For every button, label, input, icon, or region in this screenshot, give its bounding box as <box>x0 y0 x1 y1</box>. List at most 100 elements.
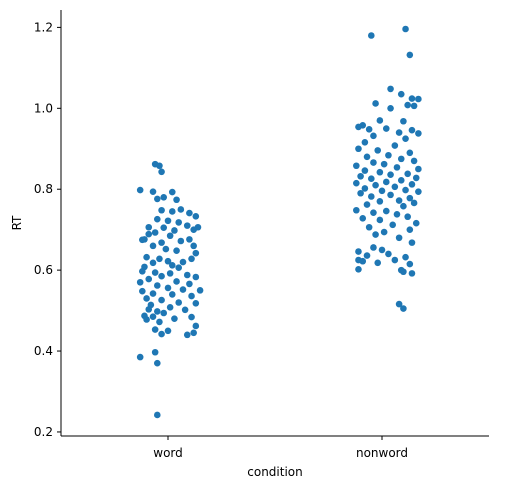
point-word-40 <box>188 255 195 262</box>
point-word-67 <box>193 300 200 307</box>
point-nonword-48 <box>392 183 399 190</box>
point-nonword-45 <box>353 180 360 187</box>
point-nonword-34 <box>394 164 401 171</box>
point-nonword-44 <box>383 179 390 186</box>
point-nonword-61 <box>400 203 407 210</box>
point-word-56 <box>165 285 172 292</box>
point-word-17 <box>184 222 191 229</box>
point-nonword-0 <box>402 26 409 33</box>
point-word-26 <box>139 236 146 243</box>
point-nonword-37 <box>377 169 384 176</box>
point-nonword-59 <box>411 200 418 207</box>
point-word-9 <box>186 210 193 217</box>
point-nonword-75 <box>396 234 403 241</box>
point-nonword-46 <box>409 181 416 188</box>
point-nonword-74 <box>372 231 379 238</box>
point-word-51 <box>145 276 152 283</box>
point-nonword-62 <box>353 207 360 214</box>
point-nonword-39 <box>387 171 394 178</box>
point-nonword-19 <box>415 130 422 137</box>
point-nonword-89 <box>400 268 407 275</box>
point-nonword-20 <box>370 133 377 140</box>
point-word-52 <box>173 278 180 285</box>
point-nonword-86 <box>374 260 381 267</box>
point-nonword-90 <box>409 270 416 277</box>
point-word-30 <box>186 236 193 243</box>
point-nonword-12 <box>377 117 384 124</box>
point-nonword-82 <box>402 254 409 261</box>
y-axis-label: RT <box>10 215 24 230</box>
point-nonword-65 <box>394 211 401 218</box>
point-nonword-70 <box>389 222 396 229</box>
point-nonword-69 <box>413 220 420 227</box>
point-nonword-6 <box>415 96 422 103</box>
point-word-88 <box>154 412 161 419</box>
point-nonword-16 <box>366 126 373 133</box>
point-word-44 <box>175 264 182 271</box>
point-nonword-77 <box>370 244 377 251</box>
point-word-19 <box>190 226 197 233</box>
point-word-49 <box>193 274 200 281</box>
point-word-36 <box>143 254 150 261</box>
point-word-50 <box>158 273 165 280</box>
point-word-15 <box>165 217 172 224</box>
y-tick-label: 0.2 <box>34 425 53 439</box>
point-word-81 <box>165 328 172 335</box>
point-word-29 <box>158 239 165 246</box>
point-nonword-79 <box>355 248 362 255</box>
y-tick-label: 0.8 <box>34 182 53 196</box>
point-word-82 <box>158 331 165 338</box>
point-word-20 <box>145 224 152 231</box>
point-nonword-55 <box>368 193 375 200</box>
point-word-74 <box>150 313 157 320</box>
point-word-16 <box>175 219 182 226</box>
point-nonword-47 <box>372 182 379 189</box>
point-word-32 <box>150 243 157 250</box>
point-word-8 <box>154 196 161 203</box>
point-word-13 <box>193 213 200 220</box>
point-word-80 <box>152 326 159 333</box>
y-ticks: 0.2 0.4 0.6 0.8 1.0 1.2 <box>34 20 61 439</box>
point-word-59 <box>139 288 146 295</box>
x-tick-label-word: word <box>153 446 183 460</box>
point-word-85 <box>152 349 159 356</box>
point-nonword-28 <box>364 154 371 161</box>
point-word-76 <box>188 314 195 321</box>
point-word-69 <box>145 306 152 313</box>
point-word-27 <box>167 232 174 239</box>
point-word-34 <box>173 247 180 254</box>
point-word-62 <box>188 293 195 300</box>
point-nonword-22 <box>362 139 369 146</box>
point-word-14 <box>154 216 161 223</box>
point-word-79 <box>193 323 200 330</box>
point-nonword-29 <box>398 156 405 163</box>
point-nonword-9 <box>411 103 418 110</box>
point-word-45 <box>139 268 146 275</box>
points-layer <box>137 26 422 419</box>
point-nonword-93 <box>400 305 407 312</box>
point-nonword-57 <box>396 197 403 204</box>
point-nonword-54 <box>387 192 394 199</box>
point-word-6 <box>160 194 167 201</box>
y-tick-label: 0.6 <box>34 263 53 277</box>
point-word-22 <box>171 227 178 234</box>
point-nonword-31 <box>370 159 377 166</box>
point-word-47 <box>167 270 174 277</box>
point-nonword-27 <box>385 152 392 159</box>
point-nonword-67 <box>359 215 366 222</box>
point-word-11 <box>169 208 176 215</box>
x-axis-label: condition <box>247 465 302 479</box>
point-word-2 <box>158 169 165 176</box>
x-ticks: word nonword <box>153 436 408 460</box>
point-word-72 <box>182 306 189 313</box>
y-tick-label: 1.2 <box>34 20 53 34</box>
point-nonword-36 <box>362 167 369 174</box>
point-nonword-41 <box>413 175 420 182</box>
point-word-37 <box>156 255 163 262</box>
point-word-63 <box>143 295 150 302</box>
point-nonword-64 <box>370 209 377 216</box>
point-nonword-68 <box>377 217 384 224</box>
point-word-77 <box>143 316 150 323</box>
point-nonword-52 <box>415 188 422 195</box>
